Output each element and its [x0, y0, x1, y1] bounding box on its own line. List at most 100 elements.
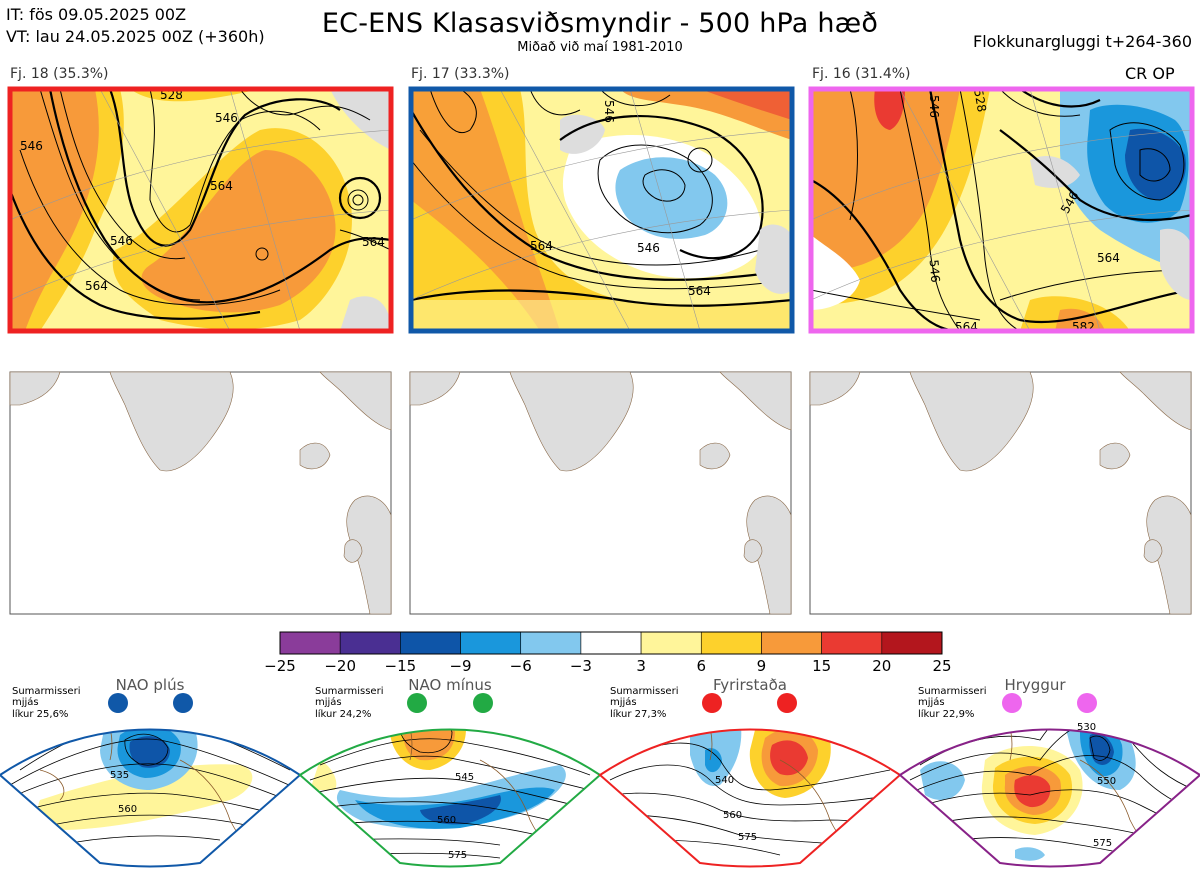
cluster-1-label: Fj. 18 (35.3%)	[10, 66, 109, 82]
regime-2-name: NAO mínus	[408, 676, 492, 694]
colorbar-tick-label: 3	[636, 657, 646, 675]
regime-4-note-line: mjjás	[918, 696, 945, 708]
colorbar-swatch	[821, 631, 883, 655]
colorbar: −25 −20 −15 −9 −6 −3 3 6 9 15 20 25	[264, 631, 952, 675]
regime-4-contour-label: 530	[1077, 722, 1096, 733]
regime-1-note-line: líkur 25,6%	[12, 708, 68, 720]
cluster-3-contour-label: 582	[1072, 320, 1095, 334]
regime-3-frame	[598, 728, 902, 868]
colorbar-tick-label: 6	[696, 657, 706, 675]
regime-2-dot-left	[407, 693, 427, 713]
page-title: EC-ENS Klasasviðsmyndir - 500 hPa hæð	[321, 8, 879, 39]
cluster-2-contour-label: 564	[530, 239, 553, 253]
colorbar-tick-label: −3	[570, 657, 592, 675]
regime-2-contour-label: 575	[448, 850, 467, 861]
regime-3: Fyrirstaða Sumarmisseri mjjás líkur 27,3…	[598, 676, 902, 868]
cluster-2-frame	[408, 86, 795, 334]
regime-1-frame	[0, 728, 302, 868]
regime-4-note-line: Sumarmisseri	[918, 686, 986, 697]
colorbar-swatch	[761, 631, 822, 655]
regime-2-note-line: mjjás	[315, 696, 342, 708]
cluster-1-contour-label: 528	[160, 88, 183, 102]
cluster-1-contour-label: 546	[20, 139, 43, 153]
clustering-window: Flokkunargluggi t+264-360	[973, 32, 1192, 51]
empty-map-2	[409, 371, 792, 615]
regime-2-frame	[298, 728, 602, 868]
cluster-3-contour-label: 564	[1097, 251, 1120, 265]
regime-2-contour-label: 560	[437, 815, 456, 826]
cluster-2-contour-label: 546	[637, 241, 660, 255]
regime-3-name: Fyrirstaða	[713, 676, 787, 694]
regime-2: NAO mínus Sumarmisseri mjjás líkur 24,2%…	[298, 676, 602, 868]
colorbar-tick-label: −9	[449, 657, 471, 675]
cluster-1-contour-label: 564	[85, 279, 108, 293]
colorbar-swatch	[640, 631, 702, 655]
regime-4-dot-right	[1077, 693, 1097, 713]
colorbar-swatch	[881, 631, 943, 655]
regime-3-contour-label: 575	[738, 832, 757, 843]
colorbar-tick-label: −20	[324, 657, 356, 675]
regime-1-note-line: mjjás	[12, 696, 39, 708]
regime-3-dot-right	[777, 693, 797, 713]
initial-time: IT: fös 09.05.2025 00Z	[6, 5, 187, 24]
regime-4-dot-left	[1002, 693, 1022, 713]
regime-3-contour-label: 560	[723, 810, 742, 821]
colorbar-swatch	[279, 631, 341, 655]
colorbar-tick-label: −15	[385, 657, 417, 675]
colorbar-swatch	[339, 631, 401, 655]
cluster-3-contour-label: 546	[927, 95, 941, 118]
cluster-3-contour-label: 546	[927, 259, 943, 283]
empty-map-row	[9, 371, 1192, 615]
regime-2-dot-right	[473, 693, 493, 713]
regime-2-contour-label: 545	[455, 772, 474, 783]
regime-3-note-line: líkur 27,3%	[610, 708, 666, 720]
regime-4-note-line: líkur 22,9%	[918, 708, 974, 720]
colorbar-swatch	[700, 631, 762, 655]
regime-3-dot-left	[702, 693, 722, 713]
colorbar-tick-label: −25	[264, 657, 296, 675]
colorbar-swatch	[580, 631, 642, 655]
regime-4-name: Hryggur	[1004, 676, 1066, 694]
colorbar-swatch	[400, 631, 461, 655]
cluster-1-contour-label: 546	[110, 234, 133, 248]
colorbar-tick-label: 15	[812, 657, 831, 675]
regime-2-note-line: líkur 24,2%	[315, 708, 371, 720]
cluster-map-2: 546 546 564 564	[408, 86, 795, 334]
cluster-3-contour-label: 564	[955, 320, 978, 334]
regime-4-contour-label: 575	[1093, 838, 1112, 849]
cluster-map-1: 528 546 546 564 546 564 564	[7, 86, 394, 334]
colorbar-tick-label: 20	[872, 657, 891, 675]
regime-1: NAO plús Sumarmisseri mjjás líkur 25,6% …	[0, 676, 302, 868]
regime-1-dot-left	[108, 693, 128, 713]
colorbar-tick-label: −6	[510, 657, 532, 675]
regime-1-contour-label: 535	[110, 770, 129, 781]
cluster-1-contour-label: 546	[215, 111, 238, 125]
cluster-3-frame	[808, 86, 1195, 334]
regime-3-note-line: mjjás	[610, 696, 637, 708]
valid-time: VT: lau 24.05.2025 00Z (+360h)	[6, 27, 265, 46]
cluster-2-contour-label: 546	[602, 100, 616, 123]
colorbar-tick-label: 25	[932, 657, 951, 675]
cluster-1-contour-label: 564	[210, 179, 233, 193]
colorbar-swatch	[520, 631, 582, 655]
cluster-map-3: 546 528 546 546 564 564 582	[808, 86, 1195, 334]
cluster-1-frame	[7, 86, 394, 334]
regime-1-dot-right	[173, 693, 193, 713]
regime-2-note-line: Sumarmisseri	[315, 686, 383, 697]
colorbar-swatch	[460, 631, 522, 655]
page-subtitle: Miðað við maí 1981-2010	[517, 40, 683, 55]
cluster-1-contour-label: 564	[362, 235, 385, 249]
cr-op-label: CR OP	[1125, 64, 1175, 83]
regime-4-contour-label: 550	[1097, 776, 1116, 787]
regime-1-contour-label: 560	[118, 804, 137, 815]
regime-3-contour-label: 540	[715, 775, 734, 786]
colorbar-tick-label: 9	[757, 657, 767, 675]
cluster-2-contour-label: 564	[688, 284, 711, 298]
cluster-3-contour-label: 528	[971, 88, 989, 113]
cluster-3-label: Fj. 16 (31.4%)	[812, 66, 911, 82]
regime-1-note-line: Sumarmisseri	[12, 686, 80, 697]
regime-3-note-line: Sumarmisseri	[610, 686, 678, 697]
regime-4: Hryggur Sumarmisseri mjjás líkur 22,9% 5…	[898, 676, 1200, 868]
empty-map-1	[9, 371, 392, 615]
